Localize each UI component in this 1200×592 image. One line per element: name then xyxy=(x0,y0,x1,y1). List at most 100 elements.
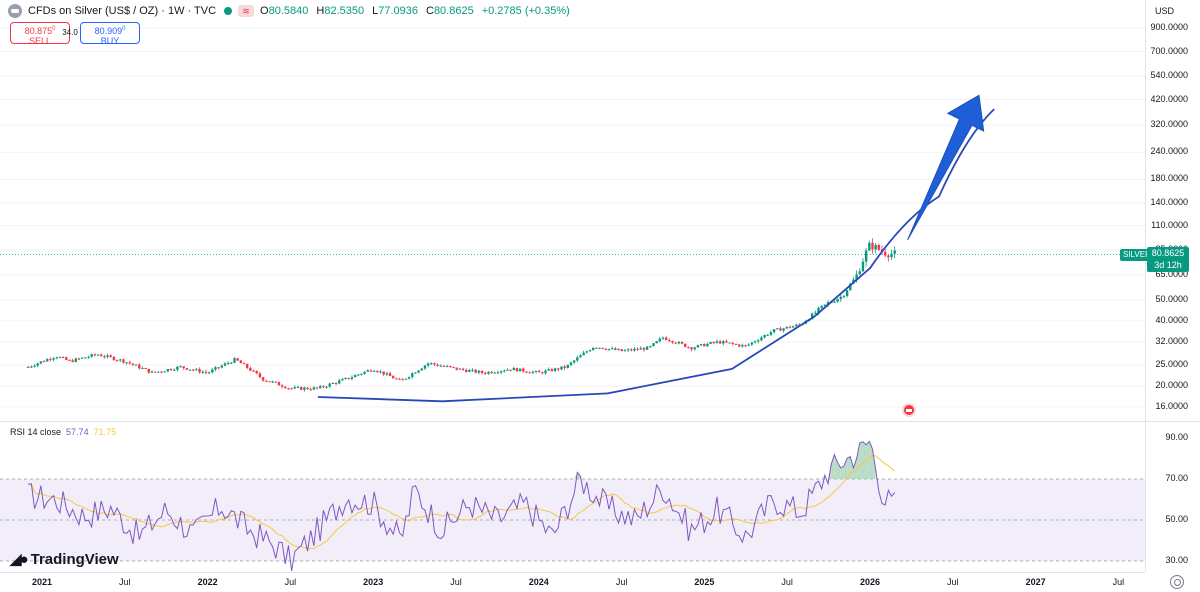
time-axis-month-label: Jul xyxy=(1112,577,1125,587)
candle-body xyxy=(407,377,411,379)
tradingview-logo[interactable]: ◢● TradingView xyxy=(10,550,119,569)
candle-body xyxy=(550,369,554,372)
candle-body xyxy=(557,368,560,370)
candle-body xyxy=(763,335,766,338)
candle-body xyxy=(687,347,690,349)
pane-divider[interactable] xyxy=(0,421,1200,422)
candle-body xyxy=(874,244,877,250)
currency-label[interactable]: USD xyxy=(1155,6,1175,16)
candle-body xyxy=(645,346,649,350)
wave-icon[interactable]: ≋ xyxy=(238,5,255,17)
candle-body xyxy=(328,383,331,387)
candle-body xyxy=(633,348,636,351)
candle-body xyxy=(77,358,81,360)
candle-body xyxy=(49,359,52,361)
candle-body xyxy=(661,337,665,339)
candle-body xyxy=(623,350,627,352)
time-axis-month-label: Jul xyxy=(284,577,297,587)
candle-body xyxy=(547,369,550,371)
candle-body xyxy=(122,359,125,363)
time-axis-year-label: 2024 xyxy=(528,577,549,587)
candle-body xyxy=(512,368,516,371)
tradingview-logo-icon: ◢● xyxy=(10,551,29,568)
candle-body xyxy=(658,338,662,342)
candle-body xyxy=(214,367,217,370)
candle-body xyxy=(534,370,538,372)
time-axis[interactable] xyxy=(0,572,1145,592)
rsi-legend[interactable]: RSI 14 close 57.74 71.75 xyxy=(10,427,116,437)
candle-body xyxy=(30,366,33,368)
candle-body xyxy=(290,388,293,390)
candle-body xyxy=(604,348,608,350)
candle-body xyxy=(868,242,871,251)
candle-body xyxy=(636,348,639,350)
us-flag-event-icon[interactable] xyxy=(902,403,916,417)
candle-body xyxy=(388,373,392,377)
candle-body xyxy=(528,372,531,374)
buy-price-superscript: 0 xyxy=(122,26,126,32)
candle-body xyxy=(725,341,728,343)
candle-body xyxy=(293,387,297,389)
candle-body xyxy=(376,370,379,373)
candle-body xyxy=(417,370,420,373)
rsi-ma-value: 71.75 xyxy=(93,427,117,437)
candle-body xyxy=(372,370,376,372)
candle-body xyxy=(569,362,573,365)
candle-body xyxy=(499,371,503,373)
candle-body xyxy=(71,360,74,362)
last-price-badge: 80.8625 3d 12h xyxy=(1147,247,1189,272)
rsi-overbought-fill xyxy=(859,441,863,479)
projection-arrow xyxy=(907,94,985,241)
time-axis-month-label: Jul xyxy=(947,577,959,587)
price-chart-svg[interactable] xyxy=(0,0,1145,572)
candle-body xyxy=(309,389,312,391)
candle-body xyxy=(226,362,230,364)
candle-body xyxy=(442,365,446,367)
candle-body xyxy=(877,244,881,250)
candle-body xyxy=(890,253,893,258)
price-axis-label: 20.0000 xyxy=(1155,380,1188,390)
rsi-overbought-fill xyxy=(856,442,860,479)
candle-body xyxy=(319,386,322,389)
candle-body xyxy=(109,355,112,357)
candle-body xyxy=(655,341,658,344)
rsi-ma-line xyxy=(28,454,896,550)
candle-body xyxy=(757,340,760,342)
candle-body xyxy=(553,368,557,372)
buy-button[interactable]: 80.9090 BUY xyxy=(80,22,140,46)
price-axis-label: 32.0000 xyxy=(1155,335,1188,346)
candle-body xyxy=(296,386,300,388)
candle-body xyxy=(747,344,750,346)
settings-icon[interactable] xyxy=(1170,575,1184,589)
candle-body xyxy=(871,242,874,250)
price-axis[interactable] xyxy=(1145,0,1200,572)
time-axis-month-label: Jul xyxy=(450,577,462,587)
candle-body xyxy=(96,354,100,356)
candle-body xyxy=(458,368,462,370)
candle-body xyxy=(261,377,265,381)
price-axis-label: 50.0000 xyxy=(1155,293,1188,304)
candle-body xyxy=(630,349,633,351)
candle-body xyxy=(350,377,354,379)
candle-body xyxy=(325,386,328,388)
time-axis-month-label: Jul xyxy=(615,577,628,587)
candle-body xyxy=(649,346,652,348)
candle-body xyxy=(760,337,763,341)
rsi-overbought-fill xyxy=(862,441,867,479)
chart-area[interactable] xyxy=(0,0,1145,572)
candle-body xyxy=(503,370,506,372)
price-axis-label: 240.0000 xyxy=(1150,146,1188,157)
candle-body xyxy=(201,371,204,373)
candle-body xyxy=(176,366,179,370)
candle-body xyxy=(182,366,185,369)
candle-body xyxy=(217,367,220,369)
sell-button[interactable]: 80.8750 SELL xyxy=(10,22,70,46)
candle-body xyxy=(93,354,97,356)
candle-body xyxy=(833,301,836,303)
candle-body xyxy=(887,255,890,258)
price-axis-label: 40.0000 xyxy=(1155,314,1188,325)
candle-body xyxy=(119,359,122,361)
symbol-title[interactable]: CFDs on Silver (US$ / OZ) · 1W · TVC xyxy=(28,5,217,17)
candle-body xyxy=(722,341,725,344)
candle-body xyxy=(163,371,166,373)
